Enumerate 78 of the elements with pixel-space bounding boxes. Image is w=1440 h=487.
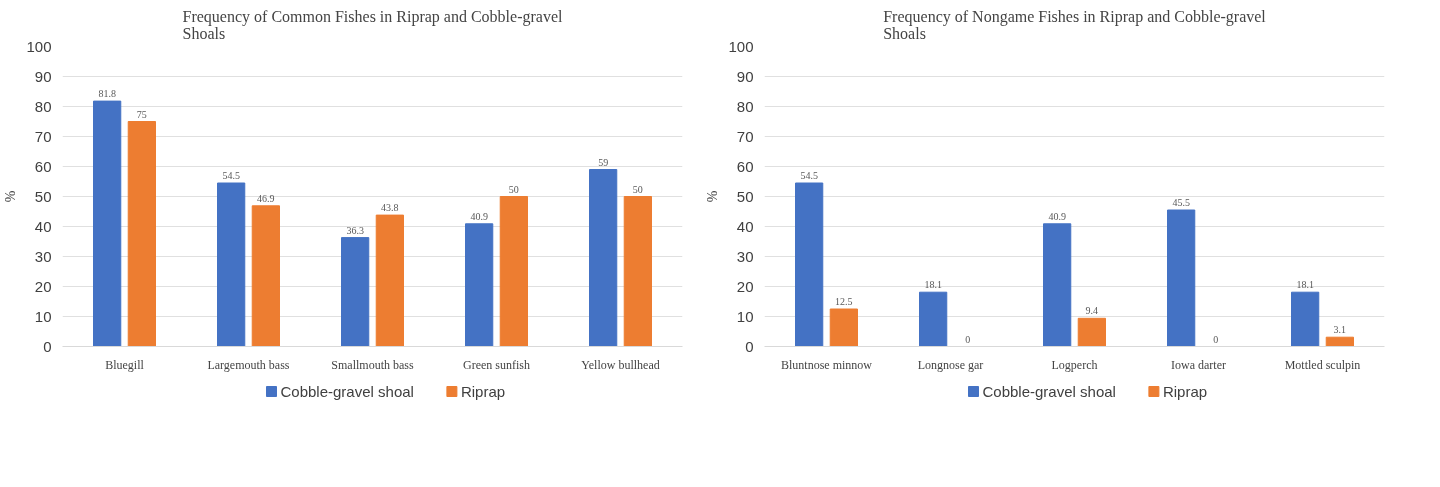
y-tick-label: 100 <box>728 37 754 55</box>
bar <box>217 182 246 347</box>
x-tick-label: Largemouth bass <box>207 357 290 372</box>
x-tick-label: Mottled sculpin <box>1284 357 1361 372</box>
data-label: 40.9 <box>470 210 488 222</box>
bar <box>795 182 824 347</box>
bar <box>341 237 370 347</box>
y-tick-label: 50 <box>34 187 52 205</box>
y-tick-label: 60 <box>34 157 52 175</box>
data-label: 81.8 <box>98 88 116 100</box>
data-label: 54.5 <box>222 170 240 181</box>
y-tick-label: 40 <box>34 217 52 235</box>
legend-label: Riprap <box>1162 383 1208 400</box>
y-tick-label: 20 <box>736 277 754 295</box>
bar <box>499 196 528 347</box>
x-tick-label: Bluntnose minnow <box>781 357 873 372</box>
y-tick-label: 30 <box>34 247 52 265</box>
legend-label: Cobble-gravel shoal <box>982 383 1116 400</box>
y-axis-title: % <box>3 190 19 203</box>
legend-label: Cobble-gravel shoal <box>280 383 414 400</box>
y-axis-title: % <box>705 190 721 203</box>
chart-title: Frequency of Nongame Fishes in Riprap and Cobble-gravel Shoals <box>883 7 1267 42</box>
data-label: 59 <box>598 156 609 168</box>
data-label: 43.8 <box>381 202 399 214</box>
data-label: 0 <box>965 333 971 345</box>
y-tick-label: 20 <box>34 277 52 295</box>
x-tick-label: Smallmouth bass <box>331 357 414 372</box>
bar <box>589 169 618 347</box>
x-tick-label: Longnose gar <box>917 357 984 372</box>
y-tick-label: 70 <box>736 127 754 145</box>
data-label: 9.4 <box>1085 305 1099 317</box>
chart-title: Frequency of Common Fishes in Riprap and Cobble-gravel Shoals <box>182 7 564 42</box>
y-tick-label: 10 <box>34 307 52 325</box>
bar <box>1043 223 1072 347</box>
bar <box>251 205 280 347</box>
bar <box>1291 291 1320 347</box>
data-label: 50 <box>632 183 643 195</box>
y-tick-label: 30 <box>736 247 754 265</box>
data-label: 50 <box>508 183 519 195</box>
data-label: 12.5 <box>835 296 853 307</box>
bar <box>127 121 156 347</box>
y-tick-label: 100 <box>26 37 52 55</box>
y-tick-label: 90 <box>736 67 754 85</box>
bar <box>465 223 494 347</box>
data-label: 3.1 <box>1333 324 1347 336</box>
data-label: 36.3 <box>346 224 364 236</box>
y-tick-label: 80 <box>736 97 754 115</box>
x-tick-label: Green sunfish <box>463 357 530 372</box>
x-tick-label: Iowa darter <box>1171 357 1226 372</box>
y-tick-label: 40 <box>736 217 754 235</box>
bar <box>1167 209 1196 347</box>
data-label: 18.1 <box>924 279 942 291</box>
y-tick-label: 60 <box>736 157 754 175</box>
data-label: 46.9 <box>257 192 275 204</box>
y-tick-label: 50 <box>736 187 754 205</box>
y-tick-label: 10 <box>736 307 754 325</box>
legend-label: Riprap <box>460 383 506 400</box>
y-tick-label: 90 <box>34 67 52 85</box>
y-tick-label: 0 <box>745 337 754 355</box>
bar <box>1077 317 1106 347</box>
data-label: 75 <box>136 108 147 120</box>
bar <box>1325 336 1354 347</box>
x-tick-label: Yellow bullhead <box>581 357 660 372</box>
bar <box>93 100 122 347</box>
data-label: 54.5 <box>800 170 818 181</box>
bar <box>375 214 404 347</box>
data-label: 18.1 <box>1296 279 1314 291</box>
data-label: 40.9 <box>1048 210 1066 222</box>
y-tick-label: 0 <box>43 337 52 355</box>
data-label: 0 <box>1213 333 1219 345</box>
bar <box>919 291 948 347</box>
data-label: 45.5 <box>1172 197 1190 208</box>
x-tick-label: Logperch <box>1051 357 1098 372</box>
bar <box>829 308 858 347</box>
bar <box>623 196 652 347</box>
y-tick-label: 80 <box>34 97 52 115</box>
x-tick-label: Bluegill <box>105 357 145 372</box>
y-tick-label: 70 <box>34 127 52 145</box>
